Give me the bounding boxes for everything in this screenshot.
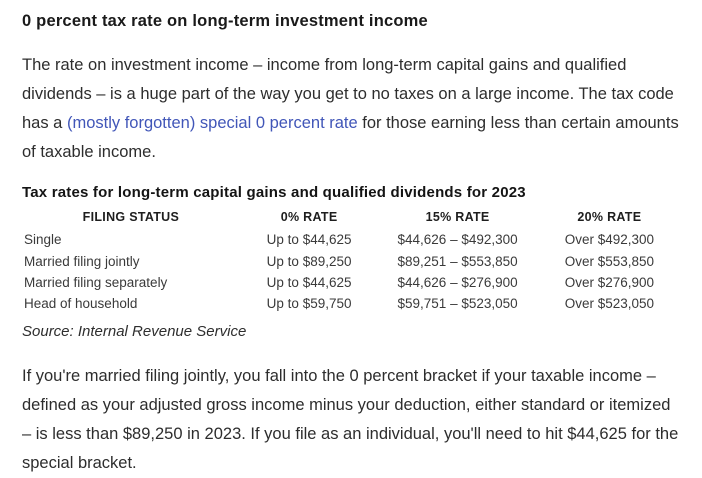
table-cell: Single: [24, 232, 62, 248]
table-row: Married filing separately Up to $44,625 …: [22, 272, 682, 293]
table-row: Single Up to $44,625 $44,626 – $492,300 …: [22, 229, 682, 250]
table-cell: $89,251 – $553,850: [397, 253, 518, 269]
table-header-row: FILING STATUS 0% RATE 15% RATE 20% RATE: [22, 205, 682, 229]
table-cell: $44,626 – $492,300: [397, 232, 518, 248]
table-cell: Up to $44,625: [266, 274, 352, 290]
intro-text-after-link: for those earning less than certain amou…: [22, 114, 679, 161]
column-header-filing-status: FILING STATUS: [82, 210, 180, 224]
intro-paragraph: The rate on investment income – income f…: [22, 51, 680, 167]
table-cell: Over $492,300: [564, 232, 655, 248]
special-rate-link[interactable]: (mostly forgotten) special 0 percent rat…: [66, 114, 358, 132]
table-cell: Over $276,900: [564, 274, 655, 290]
table-row: Married filing jointly Up to $89,250 $89…: [22, 250, 682, 271]
intro-text-before-link: The rate on investment income – income f…: [22, 56, 674, 132]
table-cell: Head of household: [24, 296, 138, 312]
tax-table-section: Tax rates for long-term capital gains an…: [22, 184, 680, 340]
table-title: Tax rates for long-term capital gains an…: [22, 184, 526, 201]
article-heading: 0 percent tax rate on long-term investme…: [22, 12, 428, 30]
table-cell: Up to $44,625: [266, 232, 352, 248]
column-header-0-rate: 0% RATE: [280, 210, 338, 224]
tax-rates-table: FILING STATUS 0% RATE 15% RATE 20% RATE …: [22, 205, 682, 315]
column-header-20-rate: 20% RATE: [577, 210, 642, 224]
table-cell: $59,751 – $523,050: [397, 296, 518, 312]
table-source: Source: Internal Revenue Service: [22, 322, 247, 340]
table-cell: Up to $89,250: [266, 253, 352, 269]
table-cell: Up to $59,750: [266, 296, 352, 312]
article-page: 0 percent tax rate on long-term investme…: [22, 12, 680, 472]
table-cell: Over $523,050: [564, 296, 655, 312]
column-header-15-rate: 15% RATE: [425, 210, 490, 224]
body-paragraph: If you're married filing jointly, you fa…: [22, 366, 679, 472]
table-cell: Married filing separately: [24, 274, 168, 290]
table-cell: $44,626 – $276,900: [397, 274, 518, 290]
table-cell: Married filing jointly: [24, 253, 140, 269]
table-cell: Over $553,850: [564, 253, 655, 269]
table-row: Head of household Up to $59,750 $59,751 …: [22, 293, 682, 314]
